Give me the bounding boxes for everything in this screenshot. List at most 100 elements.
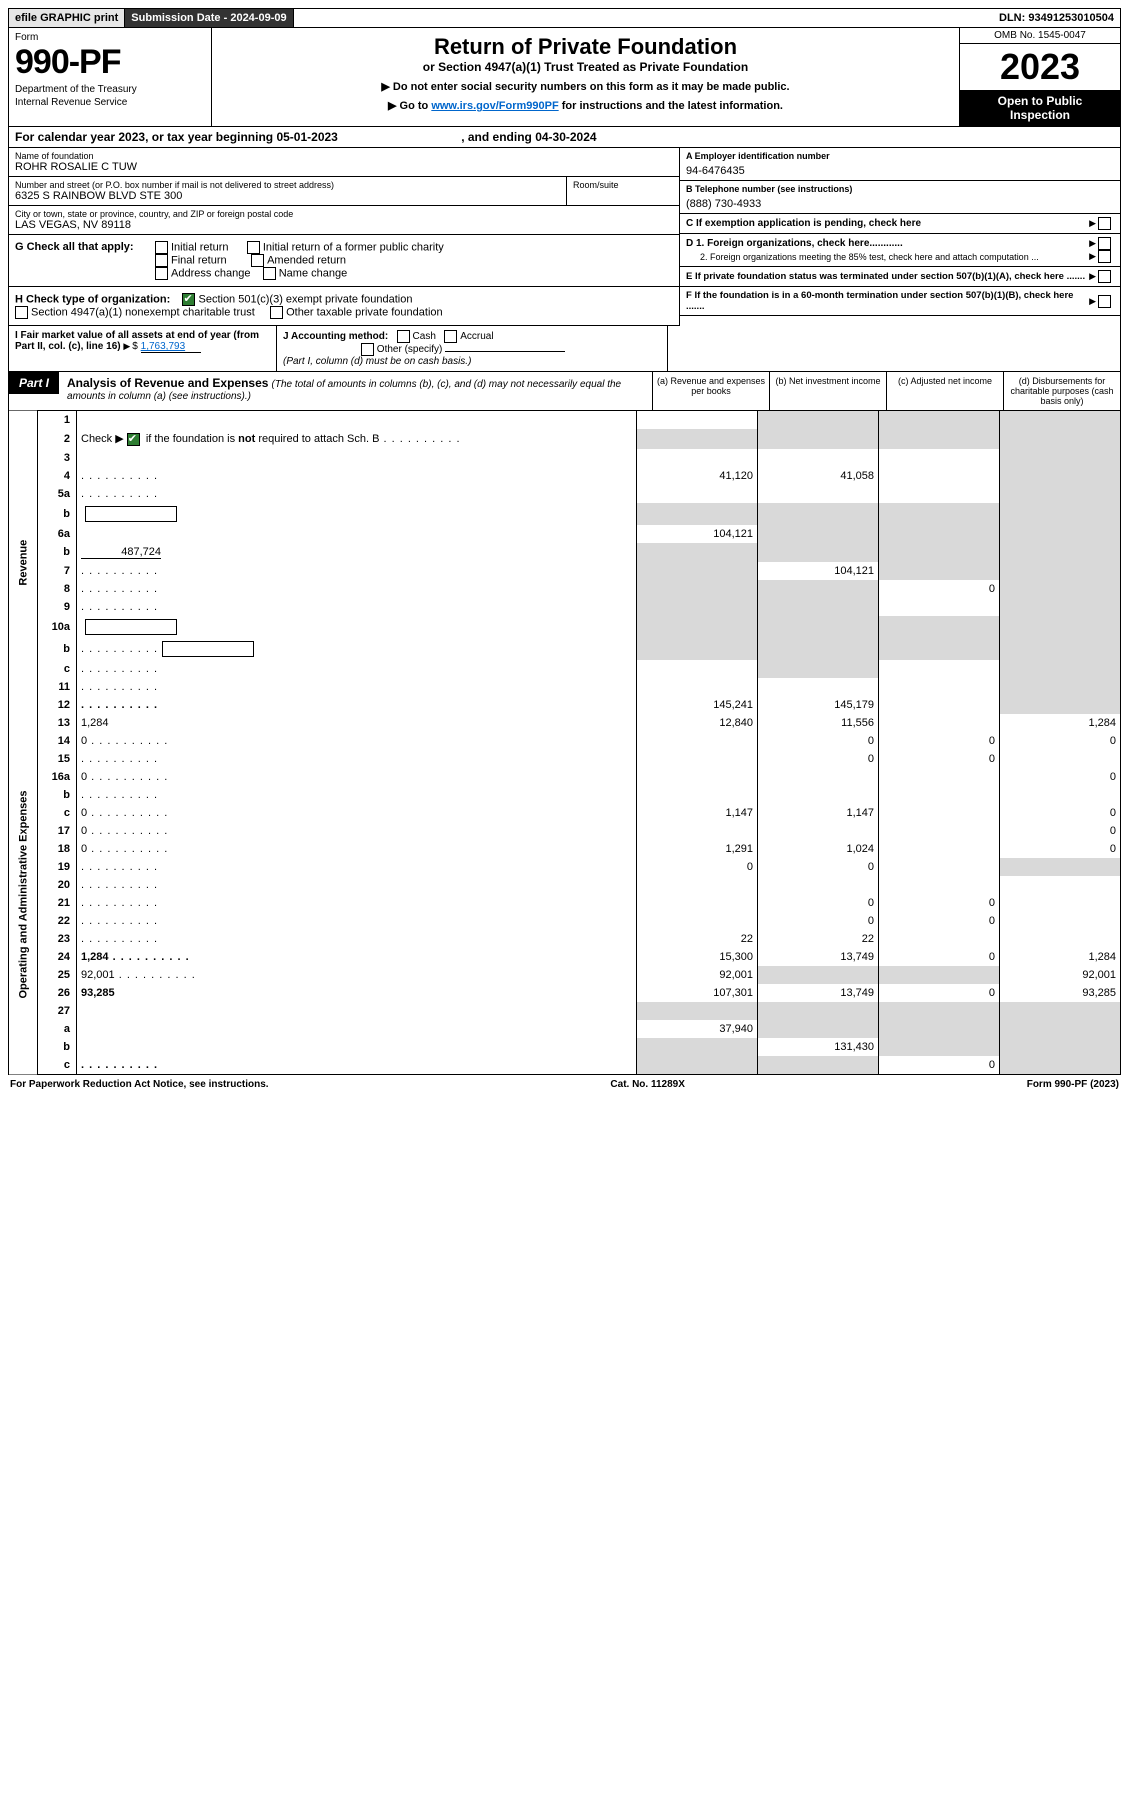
- amount-cell: [637, 912, 758, 930]
- line-desc: 0: [81, 735, 168, 747]
- chk-initial-former[interactable]: [247, 241, 260, 254]
- line-desc-cell: 1,284: [77, 714, 637, 732]
- form-instructions-link[interactable]: www.irs.gov/Form990PF: [431, 100, 558, 112]
- chk-address-change[interactable]: [155, 267, 168, 280]
- table-row: c: [9, 660, 1121, 678]
- amount-cell: [1000, 562, 1121, 580]
- section-g: G Check all that apply: Initial return I…: [9, 235, 679, 287]
- amount-cell: [1000, 750, 1121, 768]
- line-desc-cell: [77, 930, 637, 948]
- table-row: b: [9, 638, 1121, 660]
- table-row: c 0 1,147 1,147 0: [9, 804, 1121, 822]
- chk-status-terminated[interactable]: [1098, 270, 1111, 283]
- chk-foreign-org[interactable]: [1098, 237, 1111, 250]
- table-row: 20: [9, 876, 1121, 894]
- amount-cell: [879, 449, 1000, 467]
- amount-cell: [637, 429, 758, 449]
- chk-501c3[interactable]: [182, 293, 195, 306]
- table-row: 3: [9, 449, 1121, 467]
- line-number: b: [38, 543, 77, 562]
- line-desc-cell: [77, 660, 637, 678]
- chk-sch-b-not-required[interactable]: [127, 433, 140, 446]
- amount-cell: [637, 768, 758, 786]
- line-number: 14: [38, 732, 77, 750]
- line-desc-cell: [77, 912, 637, 930]
- section-c: C If exemption application is pending, c…: [680, 214, 1120, 234]
- amount-cell: [1000, 894, 1121, 912]
- amount-cell: [879, 598, 1000, 616]
- line-number: c: [38, 1056, 77, 1075]
- amount-cell: [1000, 858, 1121, 876]
- amount-cell: 0: [758, 894, 879, 912]
- amount-cell: 0: [1000, 804, 1121, 822]
- table-row: 11: [9, 678, 1121, 696]
- amount-cell: [637, 638, 758, 660]
- line-number: 22: [38, 912, 77, 930]
- line-number: 5a: [38, 485, 77, 503]
- d1-label: D 1. Foreign organizations, check here..…: [686, 238, 1089, 249]
- col-c-header: (c) Adjusted net income: [886, 372, 1003, 410]
- amount-cell: [758, 598, 879, 616]
- amount-cell: 0: [879, 948, 1000, 966]
- part1-title-cell: Analysis of Revenue and Expenses (The to…: [59, 372, 652, 406]
- line-desc-cell: 0: [77, 840, 637, 858]
- chk-85pct-test[interactable]: [1098, 250, 1111, 263]
- other-specify-line: [445, 351, 565, 352]
- c-label: C If exemption application is pending, c…: [686, 218, 1089, 229]
- i-label: I Fair market value of all assets at end…: [15, 330, 259, 352]
- calyear-pre: For calendar year 2023, or tax year begi…: [15, 130, 276, 144]
- amount-cell: [758, 678, 879, 696]
- amount-cell: [1000, 786, 1121, 804]
- addr-label: Number and street (or P.O. box number if…: [15, 180, 560, 190]
- table-row: Operating and Administrative Expenses 13…: [9, 714, 1121, 732]
- line-desc: 0: [81, 771, 168, 783]
- section-j: J Accounting method: Cash Accrual Other …: [277, 326, 668, 371]
- name-label: Name of foundation: [15, 151, 673, 161]
- chk-60mo-termination[interactable]: [1098, 295, 1111, 308]
- form-word: Form: [15, 32, 205, 43]
- chk-amended-return[interactable]: [251, 254, 264, 267]
- line-number: 12: [38, 696, 77, 714]
- chk-cash[interactable]: [397, 330, 410, 343]
- part1-title: Analysis of Revenue and Expenses: [67, 376, 268, 390]
- arrow-icon: [123, 341, 132, 352]
- j-note: (Part I, column (d) must be on cash basi…: [283, 356, 471, 367]
- chk-final-return[interactable]: [155, 254, 168, 267]
- chk-accrual[interactable]: [444, 330, 457, 343]
- calendar-year-line: For calendar year 2023, or tax year begi…: [8, 127, 1121, 148]
- submission-date: 2024-09-09: [230, 12, 286, 24]
- chk-name-change[interactable]: [263, 267, 276, 280]
- amount-cell: [879, 840, 1000, 858]
- line-number: 10a: [38, 616, 77, 638]
- chk-other-taxable[interactable]: [270, 306, 283, 319]
- amount-cell: [1000, 876, 1121, 894]
- amount-cell: [879, 562, 1000, 580]
- amount-cell: 131,430: [758, 1038, 879, 1056]
- amount-cell: [1000, 638, 1121, 660]
- chk-other-method[interactable]: [361, 343, 374, 356]
- fmv-link[interactable]: 1,763,793: [141, 341, 201, 353]
- amount-cell: [1000, 503, 1121, 525]
- line-desc: [81, 583, 158, 595]
- amount-cell: [758, 503, 879, 525]
- amount-cell: [879, 858, 1000, 876]
- chk-4947a1[interactable]: [15, 306, 28, 319]
- amount-cell: [637, 678, 758, 696]
- chk-exemption-pending[interactable]: [1098, 217, 1111, 230]
- table-row: 5a: [9, 485, 1121, 503]
- table-row: 23 22 22: [9, 930, 1121, 948]
- line-desc: 1,284: [81, 717, 109, 729]
- line-desc-cell: [77, 876, 637, 894]
- efile-label: efile GRAPHIC print: [9, 9, 125, 27]
- h-opt-2: Section 4947(a)(1) nonexempt charitable …: [31, 306, 255, 318]
- amount-cell: 0: [879, 750, 1000, 768]
- amount-cell: 145,179: [758, 696, 879, 714]
- dln-label: DLN:: [999, 12, 1028, 24]
- d2-label: 2. Foreign organizations meeting the 85%…: [700, 252, 1089, 262]
- line-number: 4: [38, 467, 77, 485]
- line-desc: 92,001: [81, 969, 196, 981]
- line-desc-cell: 0: [77, 732, 637, 750]
- line-number: 16a: [38, 768, 77, 786]
- chk-initial-return[interactable]: [155, 241, 168, 254]
- table-row: 27: [9, 1002, 1121, 1020]
